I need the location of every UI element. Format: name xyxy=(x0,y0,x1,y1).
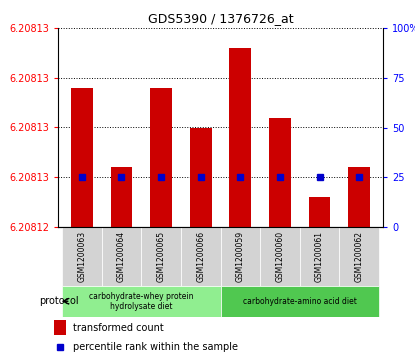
Title: GDS5390 / 1376726_at: GDS5390 / 1376726_at xyxy=(148,12,293,25)
Bar xyxy=(220,227,260,286)
Bar xyxy=(181,227,220,286)
Bar xyxy=(339,227,379,286)
Bar xyxy=(220,286,379,317)
Text: GSM1200060: GSM1200060 xyxy=(276,231,284,282)
Bar xyxy=(102,227,141,286)
Text: GSM1200061: GSM1200061 xyxy=(315,231,324,282)
Text: carbohydrate-whey protein
hydrolysate diet: carbohydrate-whey protein hydrolysate di… xyxy=(89,291,193,311)
Text: GSM1200064: GSM1200064 xyxy=(117,231,126,282)
Bar xyxy=(300,227,339,286)
Bar xyxy=(62,227,102,286)
Bar xyxy=(110,167,132,227)
Text: GSM1200062: GSM1200062 xyxy=(355,231,364,282)
Text: GSM1200059: GSM1200059 xyxy=(236,231,245,282)
Bar xyxy=(62,286,220,317)
Text: percentile rank within the sample: percentile rank within the sample xyxy=(73,342,238,352)
Text: GSM1200063: GSM1200063 xyxy=(77,231,86,282)
Text: transformed count: transformed count xyxy=(73,323,164,333)
Bar xyxy=(229,48,251,227)
Bar xyxy=(348,167,370,227)
Text: GSM1200065: GSM1200065 xyxy=(156,231,166,282)
Bar xyxy=(190,127,212,227)
Bar xyxy=(54,320,66,335)
Text: GSM1200066: GSM1200066 xyxy=(196,231,205,282)
Text: carbohydrate-amino acid diet: carbohydrate-amino acid diet xyxy=(243,297,357,306)
Bar xyxy=(71,88,93,227)
Bar xyxy=(260,227,300,286)
Bar xyxy=(150,88,172,227)
Text: protocol: protocol xyxy=(39,296,78,306)
Bar xyxy=(269,118,291,227)
Bar xyxy=(309,197,330,227)
Bar xyxy=(141,227,181,286)
